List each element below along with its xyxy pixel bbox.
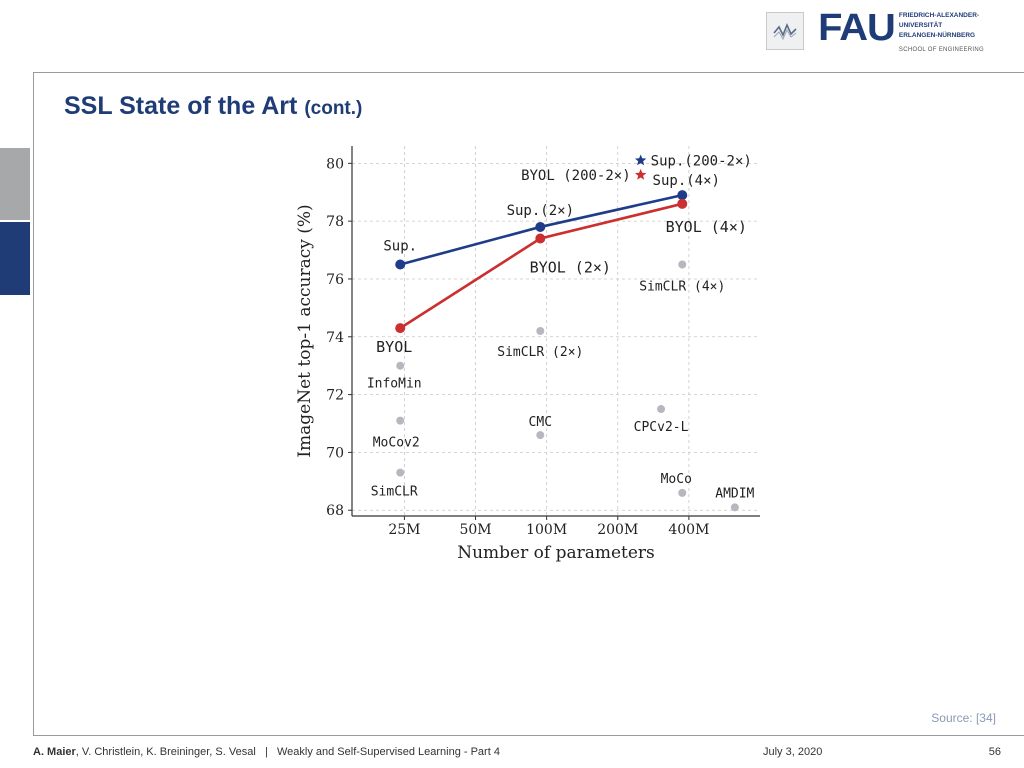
x-tick-label: 400M [668,522,709,538]
series-point [535,221,546,232]
other-point [730,503,739,512]
series-point [395,259,406,270]
header-logos: FAU FRIEDRICH-ALEXANDER- UNIVERSITÄT ERL… [765,6,984,53]
y-tick-label: 76 [326,272,344,288]
y-tick-label: 78 [326,214,344,230]
other-point [396,416,405,425]
chart-logo-icon [765,12,804,50]
other-point [396,468,405,477]
point-label: MoCov2 [373,436,420,451]
star-marker [635,168,647,180]
point-label: Sup.(2×) [507,203,574,219]
point-label: Sup. [383,239,417,255]
point-label: SimCLR [371,485,418,500]
series-point [677,190,688,201]
slide-title: SSL State of the Art (cont.) [64,92,362,121]
frame-bottom-rule [33,735,1024,736]
point-label: SimCLR (4×) [639,280,725,295]
footer-separator: | [264,746,268,758]
point-label: SimCLR (2×) [497,345,583,360]
fau-line-3: ERLANGEN-NÜRNBERG [898,31,976,39]
point-label: BYOL (200-2×) [521,168,631,184]
fau-wordmark: FAU [818,6,896,49]
point-label: CMC [529,415,552,430]
other-point [536,431,545,440]
series-point [677,198,688,209]
y-tick-label: 68 [326,503,344,519]
y-tick-label: 70 [326,445,344,461]
side-tab-blue [0,222,30,295]
point-label: InfoMin [367,377,422,392]
y-tick-label: 74 [326,330,344,346]
fau-line-2: UNIVERSITÄT [898,21,943,29]
source-citation: Source: [34] [931,711,996,725]
slide-title-suffix: (cont.) [304,98,363,119]
y-tick-label: 72 [326,388,344,404]
slide-title-main: SSL State of the Art [64,92,298,120]
frame-top-rule [33,72,1024,73]
other-point [536,327,545,335]
other-point [678,488,687,497]
footer-authors: A. Maier, V. Christlein, K. Breininger, … [33,746,500,758]
point-label: MoCo [661,472,692,487]
footer-lead-author: A. Maier [33,746,76,758]
point-label: Sup.(4×) [653,173,720,189]
footer-coauthors: , V. Christlein, K. Breininger, S. Vesal [75,746,256,758]
point-label: CPCv2-L [634,420,689,435]
point-label: BYOL (4×) [666,218,747,236]
point-label: AMDIM [715,486,754,501]
side-tab-grey [0,148,30,220]
x-tick-label: 50M [459,522,491,538]
x-axis-title: Number of parameters [457,543,655,563]
other-point [657,405,666,414]
footer-course: Weakly and Self-Supervised Learning - Pa… [276,746,500,758]
frame-left-rule [33,72,34,736]
y-tick-label: 80 [326,156,344,172]
point-label: Sup.(200-2×) [651,153,752,169]
y-axis-title: ImageNet top-1 accuracy (%) [295,204,315,457]
fau-school: SCHOOL OF ENGINEERING [898,46,984,53]
page-number: 56 [988,746,1001,758]
point-label: BYOL (2×) [530,259,611,277]
x-tick-label: 25M [388,522,420,538]
fau-line-1: FRIEDRICH-ALEXANDER- [898,11,980,19]
footer-date: July 3, 2020 [763,746,823,758]
point-label: BYOL [376,338,412,356]
other-point [678,260,687,269]
other-point [396,361,405,370]
footer: A. Maier, V. Christlein, K. Breininger, … [33,736,1024,768]
series-point [395,323,406,334]
series-point [535,233,546,244]
x-tick-label: 100M [526,522,567,538]
fau-logo[interactable]: FAU FRIEDRICH-ALEXANDER- UNIVERSITÄT ERL… [818,6,984,53]
star-marker [635,154,647,166]
x-tick-label: 200M [597,522,638,538]
